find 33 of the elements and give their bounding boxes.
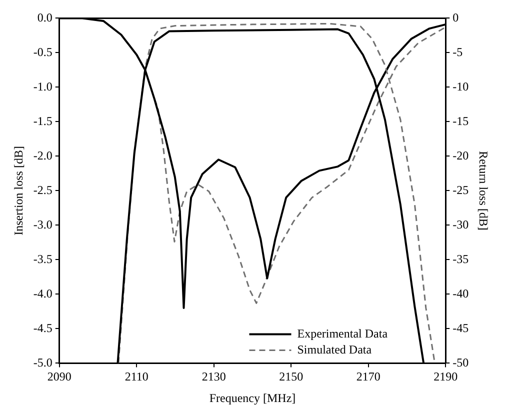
y2-tick-label: -40 <box>452 286 469 300</box>
x-tick-label: 2190 <box>434 370 458 384</box>
y-tick-label: -0.5 <box>33 44 52 59</box>
y-tick-label: 0.0 <box>37 10 52 24</box>
y2-tick-label: -20 <box>452 148 469 162</box>
y2-tick-label: -5 <box>452 44 463 59</box>
y2-tick-label: -45 <box>452 320 469 335</box>
x-tick-label: 2170 <box>356 370 380 384</box>
y-tick-label: -3.5 <box>33 252 52 266</box>
y-axis-title: Insertion loss [dB] <box>11 146 26 236</box>
x-tick-label: 2150 <box>279 370 304 384</box>
y-tick-label: -2.5 <box>33 182 52 197</box>
x-axis-title: Frequency [MHz] <box>209 390 296 405</box>
y-tick-label: -5.0 <box>33 355 52 370</box>
y-tick-label: -4.5 <box>33 320 52 335</box>
y2-axis-title: Return loss [dB] <box>476 151 491 230</box>
legend-label: Experimental Data <box>297 326 388 340</box>
y2-tick-label: -35 <box>452 252 469 266</box>
y-tick-label: -2.0 <box>33 148 52 162</box>
legend-label: Simulated Data <box>297 342 372 356</box>
y-tick-label: -4.0 <box>33 286 52 300</box>
x-tick-label: 2130 <box>202 370 226 384</box>
x-tick-label: 2090 <box>47 370 72 384</box>
y-tick-label: -1.0 <box>33 79 52 94</box>
x-tick-label: 2110 <box>124 370 148 384</box>
y2-tick-label: 0 <box>452 10 459 24</box>
y2-tick-label: -50 <box>452 355 469 370</box>
y2-tick-label: -10 <box>452 79 469 94</box>
y-tick-label: -1.5 <box>33 114 52 128</box>
y-tick-label: -3.0 <box>33 217 52 232</box>
y2-tick-label: -30 <box>452 217 469 232</box>
y2-tick-label: -25 <box>452 182 469 197</box>
y2-tick-label: -15 <box>452 114 469 128</box>
